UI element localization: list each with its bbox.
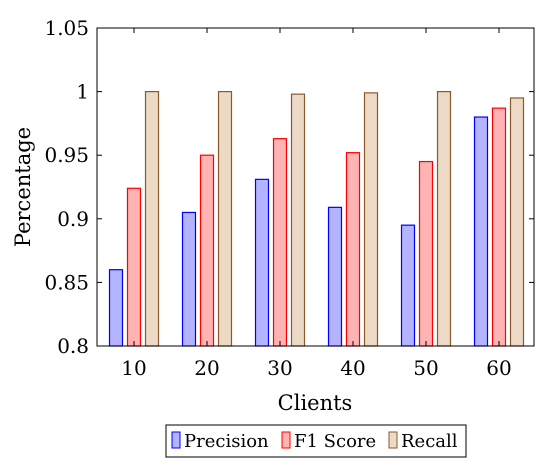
x-tick-label: 40	[340, 356, 365, 380]
bar-precision-20	[181, 211, 197, 347]
bar-precision-30	[254, 178, 270, 347]
bar-f1-score-30	[272, 138, 288, 347]
x-axis-title: Clients	[278, 391, 353, 415]
bar-recall-10	[144, 90, 160, 347]
x-tick-label: 30	[267, 356, 292, 380]
x-tick-label: 20	[194, 356, 219, 380]
plot-frame	[96, 27, 535, 347]
bar-f1-score-10	[126, 187, 142, 347]
bar-precision-40	[327, 206, 343, 347]
bar-f1-score-60	[491, 107, 507, 347]
y-tick-label: 1	[76, 80, 89, 104]
legend-label-recall: Recall	[401, 431, 458, 452]
bar-precision-60	[473, 116, 489, 347]
legend-label-precision: Precision	[184, 431, 269, 452]
bar-recall-40	[363, 92, 379, 347]
y-tick-label: 0.9	[57, 207, 89, 231]
x-axis: 10 20 30 40 50 60	[121, 28, 512, 380]
y-tick-label: 0.95	[44, 143, 89, 167]
bar-recall-60	[509, 97, 525, 347]
y-tick-label: 0.85	[44, 270, 89, 294]
bar-precision-50	[400, 224, 416, 347]
x-tick-label: 60	[486, 356, 511, 380]
legend-frame	[165, 424, 467, 458]
bar-recall-50	[436, 90, 452, 347]
bars-group	[108, 90, 525, 347]
bar-f1-score-40	[345, 152, 361, 347]
legend-swatch-precision	[171, 431, 181, 449]
bar-precision-10	[108, 269, 124, 347]
y-axis: 0.8 0.85 0.9 0.95 1 1.05	[44, 16, 534, 358]
bar-f1-score-20	[199, 154, 215, 347]
legend-swatch-f1-score	[281, 431, 291, 449]
bar-recall-30	[290, 93, 306, 347]
y-axis-title: Percentage	[11, 127, 35, 247]
x-tick-label: 10	[121, 356, 146, 380]
x-tick-label: 50	[413, 356, 438, 380]
bar-f1-score-50	[418, 160, 434, 347]
y-tick-label: 0.8	[57, 334, 89, 358]
legend: Precision F1 Score Recall	[165, 424, 467, 458]
legend-label-f1-score: F1 Score	[294, 431, 376, 452]
legend-swatch-recall	[388, 431, 398, 449]
bar-recall-20	[217, 90, 233, 347]
y-tick-label: 1.05	[44, 16, 89, 40]
